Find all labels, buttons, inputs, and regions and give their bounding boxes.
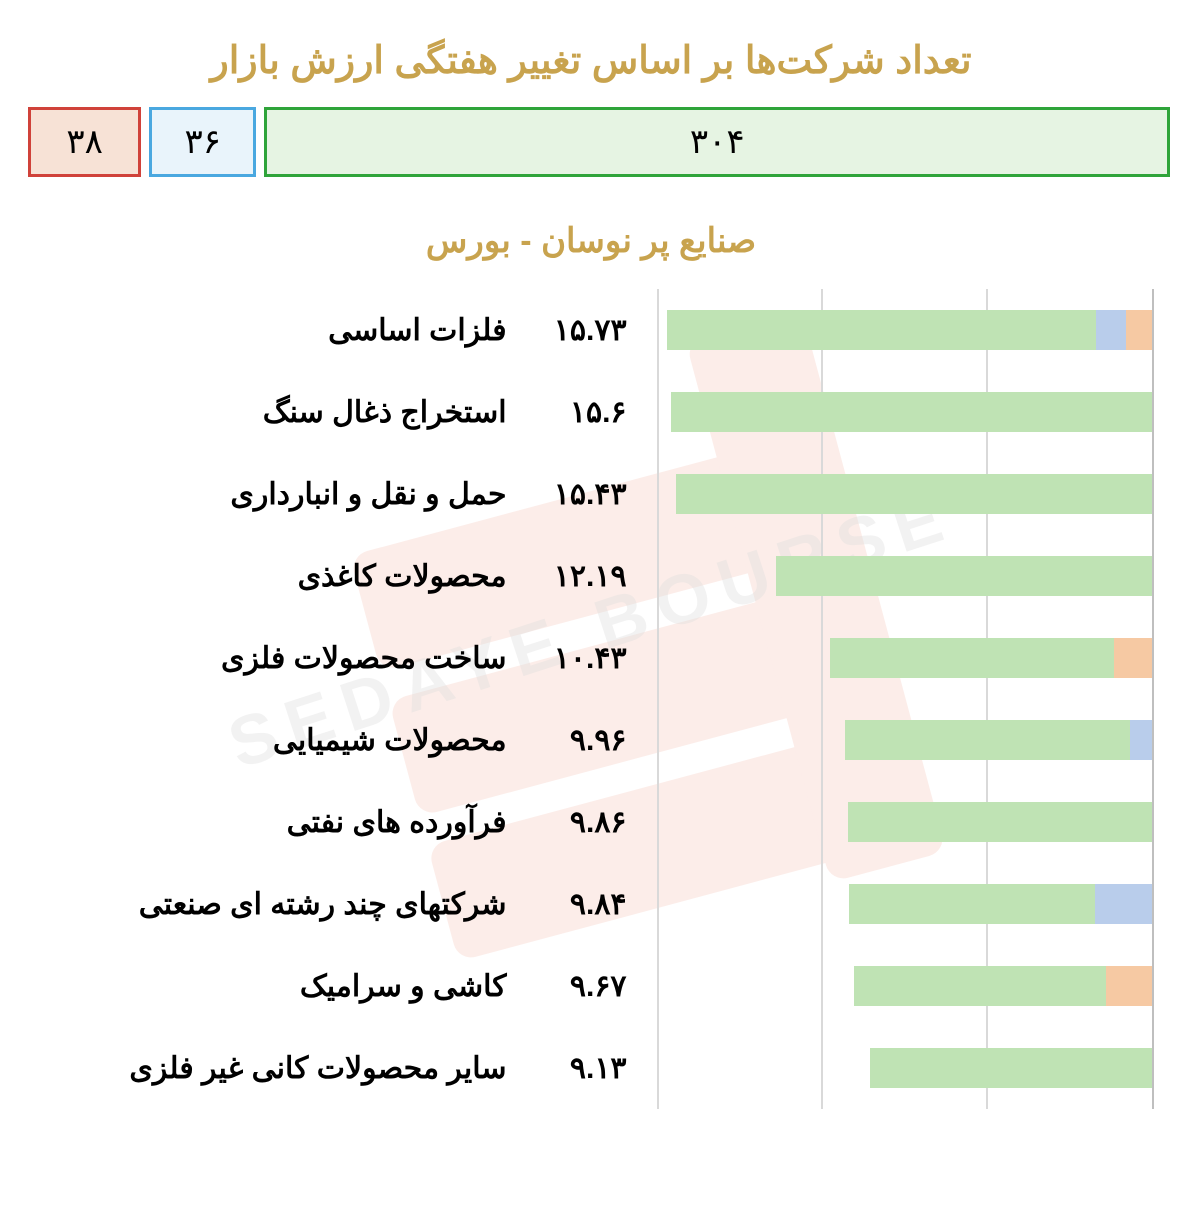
industry-row: ۱۰.۴۳ ساخت محصولات فلزی [28, 617, 659, 699]
grid-line [657, 289, 659, 1109]
industry-bar [870, 1048, 1152, 1088]
industry-value: ۱۰.۴۳ [537, 641, 627, 676]
industry-row: ۱۵.۶ استخراج ذغال سنگ [28, 371, 659, 453]
industry-value: ۹.۱۳ [537, 1051, 627, 1086]
count-segment-label: ۳۶ [185, 122, 222, 162]
industry-name: ساخت محصولات فلزی [221, 641, 507, 676]
industry-row: ۱۵.۷۳ فلزات اساسی [28, 289, 659, 371]
industry-bar [676, 474, 1152, 514]
industry-bar [848, 802, 1152, 842]
industry-value: ۱۵.۴۳ [537, 477, 627, 512]
company-count-bar: ۳۸ ۳۶ ۳۰۴ [28, 107, 1154, 177]
bar-segment [776, 556, 1152, 596]
bar-segment [854, 966, 1106, 1006]
industry-name: سایر محصولات کانی غیر فلزی [129, 1051, 506, 1086]
industry-name: شرکتهای چند رشته ای صنعتی [139, 887, 507, 922]
bar-segment [870, 1048, 1152, 1088]
industry-bar [671, 392, 1152, 432]
bar-segment [830, 638, 1114, 678]
count-segment-2: ۳۰۴ [264, 107, 1170, 177]
industry-bar [667, 310, 1152, 350]
industry-row: ۹.۱۳ سایر محصولات کانی غیر فلزی [28, 1027, 659, 1109]
industry-bar [830, 638, 1152, 678]
industry-row: ۱۵.۴۳ حمل و نقل و انبارداری [28, 453, 659, 535]
bar-segment [667, 310, 1096, 350]
industry-bar [854, 966, 1152, 1006]
industry-name: فرآورده های نفتی [287, 805, 507, 840]
industry-name: استخراج ذغال سنگ [263, 395, 507, 430]
bar-segment [676, 474, 1152, 514]
industry-row: ۹.۸۴ شرکتهای چند رشته ای صنعتی [28, 863, 659, 945]
count-segment-label: ۳۸ [66, 122, 103, 162]
bar-segment [1126, 310, 1152, 350]
bar-segment [849, 884, 1096, 924]
industry-row: ۱۲.۱۹ محصولات کاغذی [28, 535, 659, 617]
count-segment-1: ۳۶ [149, 107, 256, 177]
industry-name: محصولات شیمیایی [273, 723, 507, 758]
count-segment-0: ۳۸ [28, 107, 141, 177]
chart-title: صنایع پر نوسان - بورس [0, 221, 1182, 261]
industry-value: ۹.۹۶ [537, 723, 627, 758]
industry-name: کاشی و سرامیک [300, 969, 507, 1004]
industry-row: ۹.۸۶ فرآورده های نفتی [28, 781, 659, 863]
industry-value: ۹.۸۶ [537, 805, 627, 840]
bar-segment [1095, 884, 1152, 924]
industry-name: محصولات کاغذی [298, 559, 507, 594]
industry-name: فلزات اساسی [328, 313, 507, 348]
industry-bar [849, 884, 1152, 924]
industry-row: ۹.۶۷ کاشی و سرامیک [28, 945, 659, 1027]
bar-segment [671, 392, 1152, 432]
top-title: تعداد شرکت‌ها بر اساس تغییر هفتگی ارزش ب… [0, 38, 1182, 83]
industry-value: ۱۵.۷۳ [537, 313, 627, 348]
bar-segment [1130, 720, 1152, 760]
industry-value: ۹.۸۴ [537, 887, 627, 922]
bar-segment [1114, 638, 1152, 678]
industry-value: ۹.۶۷ [537, 969, 627, 1004]
industry-bar [776, 556, 1152, 596]
bar-segment [1096, 310, 1127, 350]
bar-segment [848, 802, 1152, 842]
count-segment-label: ۳۰۴ [690, 122, 745, 162]
bar-segment [1106, 966, 1152, 1006]
industry-row: ۹.۹۶ محصولات شیمیایی [28, 699, 659, 781]
bar-segment [845, 720, 1131, 760]
volatile-industries-chart: ۱۵.۷۳ فلزات اساسی ۱۵.۶ استخراج ذغال سنگ ۱۵.۴… [28, 289, 1154, 1109]
industry-value: ۱۵.۶ [537, 395, 627, 430]
industry-name: حمل و نقل و انبارداری [230, 477, 506, 512]
industry-value: ۱۲.۱۹ [537, 559, 627, 594]
industry-bar [845, 720, 1152, 760]
